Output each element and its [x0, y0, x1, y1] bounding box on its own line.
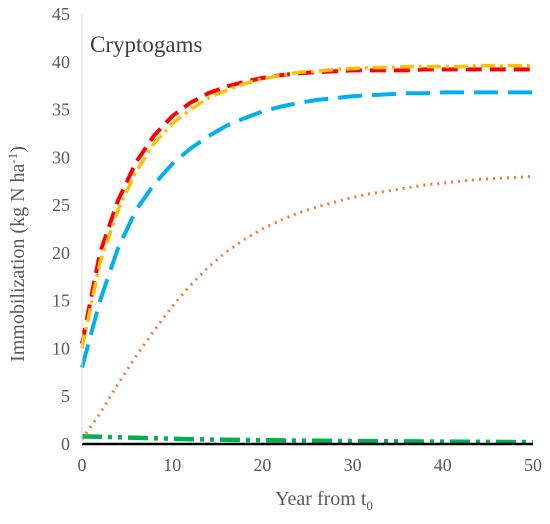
axes	[81, 14, 533, 445]
series-line-2	[80, 63, 533, 349]
y-tick-label: 30	[52, 147, 70, 167]
y-axis-title-main: Immobilization (kg N ha	[7, 163, 29, 361]
x-tick-label: 20	[253, 455, 271, 475]
y-axis-title-superscript: -1	[5, 153, 20, 164]
x-tick-labels: 0 10 20 30 40 50	[78, 455, 543, 475]
y-tick-label: 10	[52, 338, 70, 358]
x-tick-label: 0	[78, 455, 87, 475]
series-lines	[80, 63, 534, 446]
panel-label: Cryptogams	[90, 32, 202, 57]
x-axis-title: Year from t0	[275, 488, 373, 513]
series-line-4	[80, 174, 534, 441]
x-tick-label: 40	[434, 455, 452, 475]
x-tick-label: 10	[163, 455, 181, 475]
y-tick-label: 15	[52, 291, 70, 311]
y-tick-labels: 0 5 10 15 20 25 30 35 40 45	[52, 4, 70, 454]
series-line-3	[80, 90, 533, 369]
y-axis-title: Immobilization (kg N ha-1)	[5, 146, 29, 362]
y-tick-label: 0	[61, 434, 70, 454]
y-tick-label: 40	[52, 52, 70, 72]
y-tick-label: 20	[52, 243, 70, 263]
y-tick-label: 45	[52, 4, 70, 24]
series-line-5	[81, 434, 534, 445]
x-tick-label: 50	[524, 455, 542, 475]
y-axis-title-close: )	[7, 146, 29, 153]
y-tick-label: 25	[52, 195, 70, 215]
x-axis-title-main: Year from t	[275, 488, 367, 510]
y-tick-label: 35	[52, 100, 70, 120]
x-axis-title-subscript: 0	[366, 498, 373, 513]
x-tick-label: 30	[344, 455, 362, 475]
series-line-1	[80, 67, 533, 345]
y-tick-label: 5	[61, 386, 70, 406]
